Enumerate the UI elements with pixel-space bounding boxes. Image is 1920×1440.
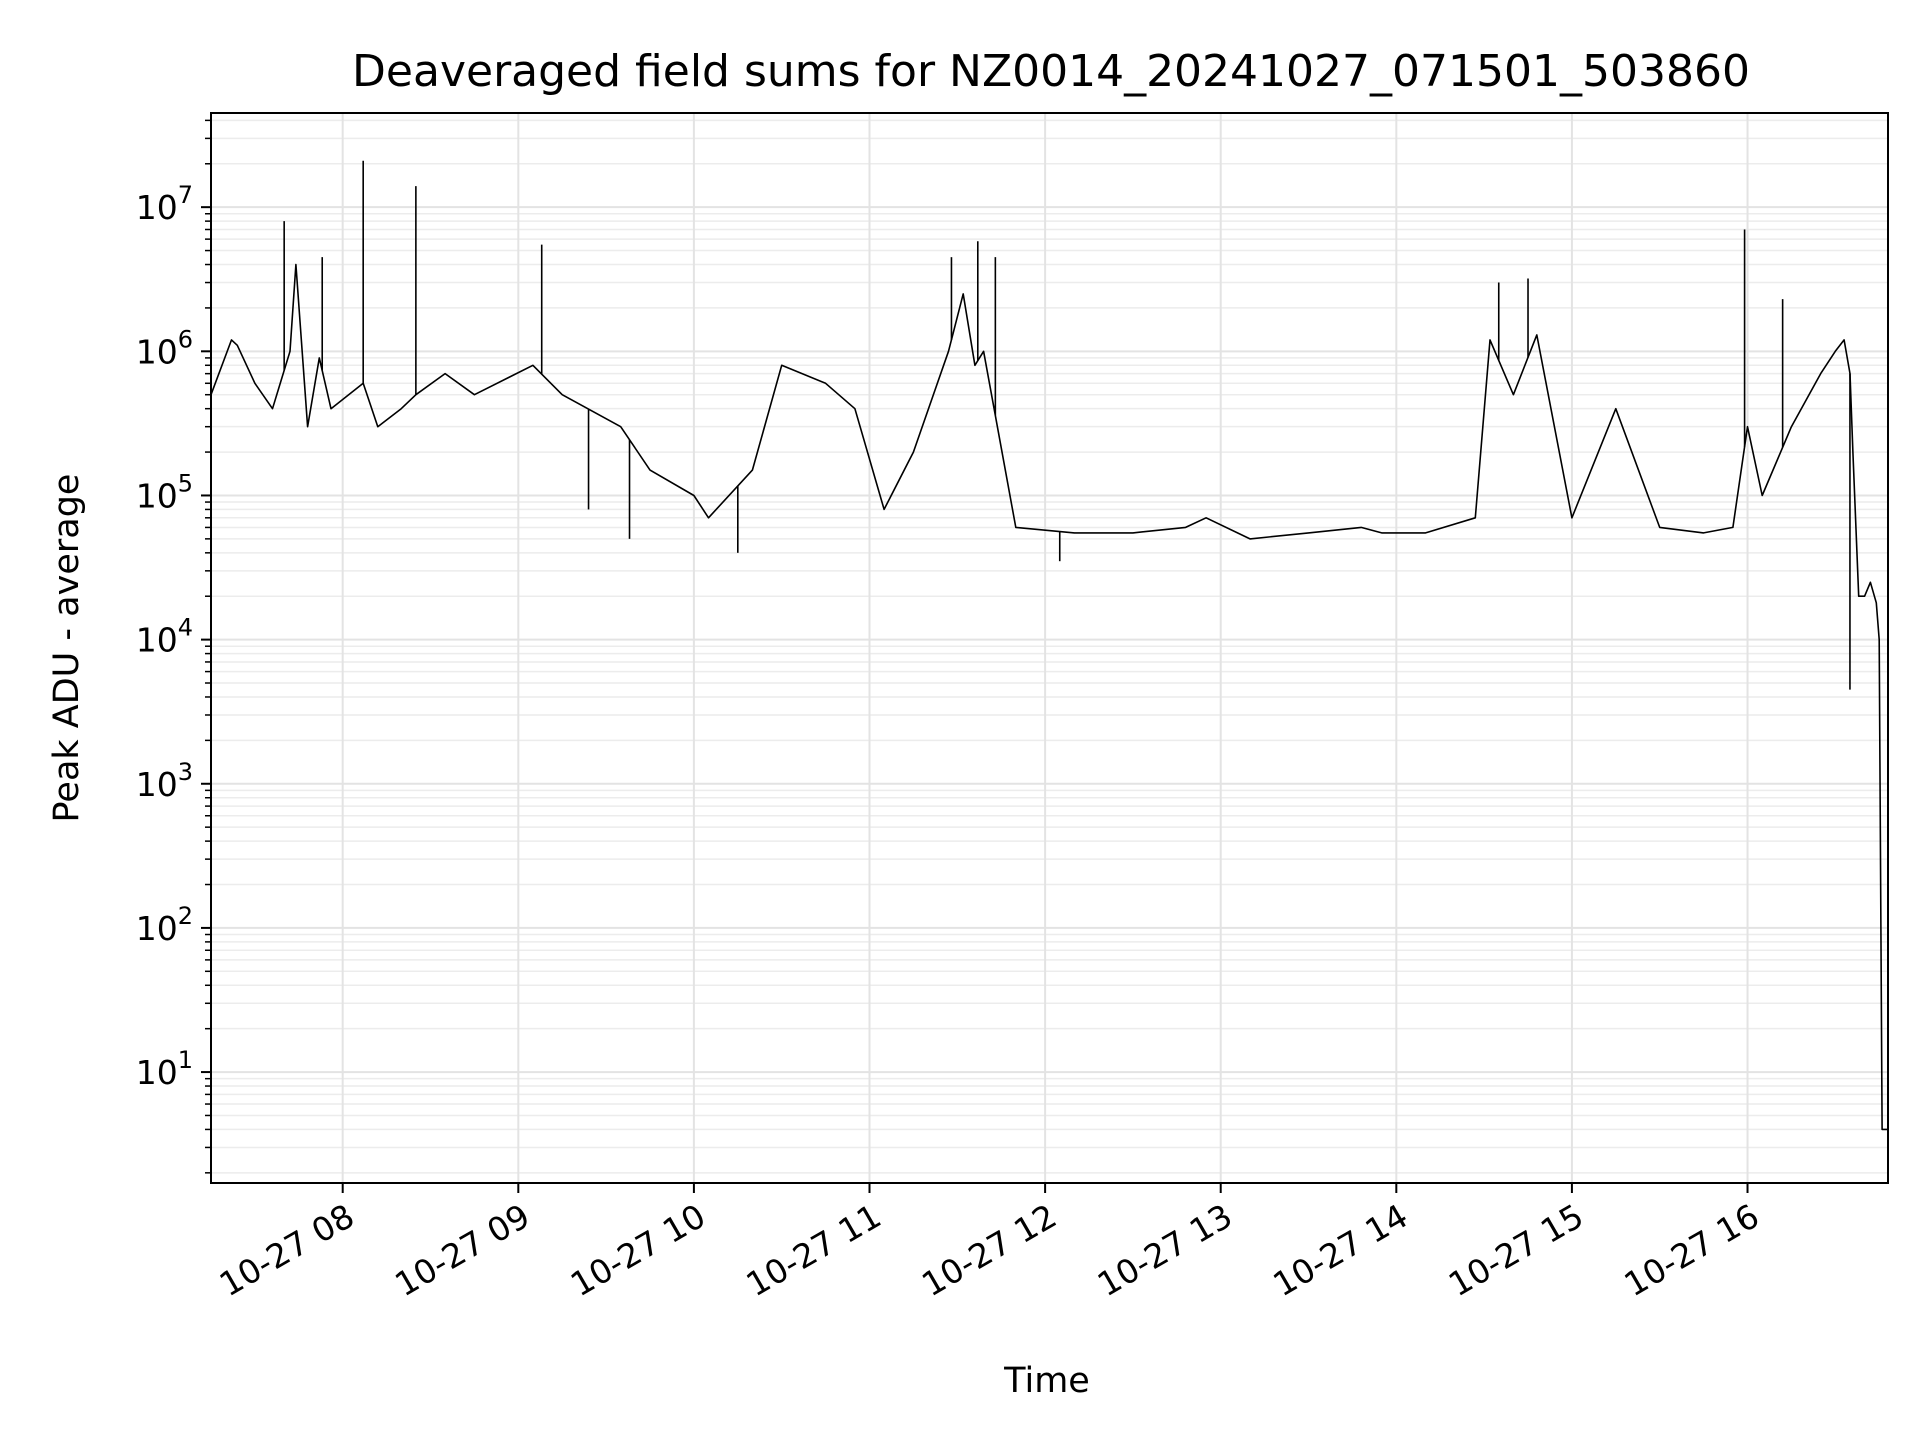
y-tick-label: 107 — [136, 181, 193, 227]
y-tick-label: 106 — [136, 325, 193, 371]
grid-lines — [211, 113, 1888, 1183]
plot-frame — [210, 112, 1889, 1184]
x-tick-label: 10-27 11 — [740, 1196, 888, 1304]
series-layer — [210, 160, 1888, 1131]
x-tick-label: 10-27 09 — [388, 1196, 536, 1304]
y-tick-label: 103 — [136, 758, 193, 804]
series-line — [210, 263, 1888, 1131]
x-tick-label: 10-27 14 — [1266, 1196, 1414, 1304]
y-tick-label: 104 — [136, 614, 193, 660]
x-tick-label: 10-27 12 — [915, 1196, 1063, 1304]
x-tick-label: 10-27 08 — [213, 1196, 361, 1304]
y-axis-label: Peak ADU - average — [47, 474, 87, 823]
x-tick-label: 10-27 13 — [1091, 1196, 1239, 1304]
y-tick-label: 105 — [136, 469, 193, 515]
x-axis-label: Time — [1003, 1361, 1090, 1401]
axis-ticks: 101 102 103 104 105 106 107 10-27 08 10-27 09 10-… — [136, 119, 1766, 1304]
chart-title: Deaveraged field sums for NZ0014_2024102… — [352, 46, 1750, 97]
x-tick-label: 10-27 16 — [1618, 1196, 1766, 1304]
y-tick-label: 101 — [136, 1046, 193, 1092]
x-tick-label: 10-27 10 — [564, 1196, 712, 1304]
y-tick-label: 102 — [136, 902, 193, 948]
x-tick-label: 10-27 15 — [1442, 1196, 1590, 1304]
